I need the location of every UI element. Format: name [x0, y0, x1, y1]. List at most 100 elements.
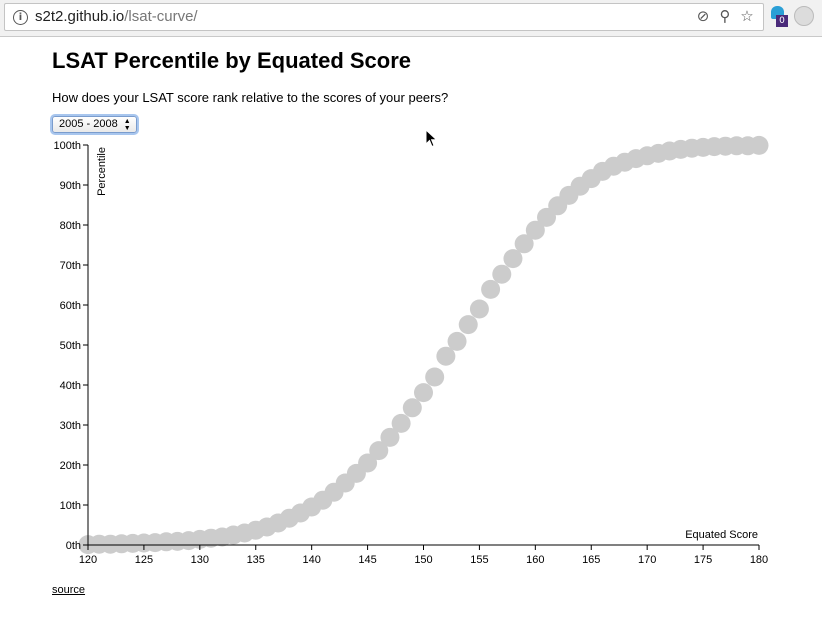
- data-point[interactable]: [548, 196, 568, 216]
- data-point[interactable]: [615, 152, 635, 172]
- extensions-area: 0: [770, 6, 814, 27]
- x-tick-label: 135: [247, 554, 265, 566]
- data-point[interactable]: [637, 146, 657, 166]
- data-point[interactable]: [648, 143, 668, 163]
- y-tick-label: 80th: [60, 220, 81, 232]
- data-point[interactable]: [358, 453, 378, 473]
- data-point[interactable]: [660, 141, 680, 161]
- data-point[interactable]: [469, 299, 489, 319]
- x-tick-label: 145: [358, 554, 376, 566]
- data-point[interactable]: [123, 533, 143, 553]
- data-point[interactable]: [112, 534, 132, 554]
- x-tick-label: 140: [302, 554, 320, 566]
- data-point[interactable]: [492, 264, 512, 284]
- data-point[interactable]: [436, 346, 456, 366]
- data-point[interactable]: [212, 527, 232, 547]
- data-point[interactable]: [167, 531, 187, 551]
- data-point[interactable]: [738, 136, 758, 156]
- y-tick-label: 70th: [60, 260, 81, 272]
- data-point[interactable]: [190, 529, 210, 549]
- data-point[interactable]: [134, 533, 154, 553]
- data-point[interactable]: [380, 427, 400, 447]
- info-icon[interactable]: i: [13, 10, 28, 25]
- y-tick-label: 50th: [60, 340, 81, 352]
- x-tick-label: 120: [79, 554, 97, 566]
- data-point[interactable]: [402, 398, 422, 418]
- omnibox-actions: ⊘ ⚲ ☆: [695, 7, 755, 25]
- page-title: LSAT Percentile by Equated Score: [52, 48, 412, 73]
- extension-badge: 0: [776, 15, 788, 27]
- data-point[interactable]: [481, 279, 501, 299]
- source-link[interactable]: source: [52, 584, 86, 596]
- data-point[interactable]: [671, 139, 691, 159]
- data-point[interactable]: [324, 482, 344, 502]
- data-point[interactable]: [268, 513, 288, 533]
- data-point[interactable]: [503, 249, 523, 269]
- data-point[interactable]: [145, 533, 165, 553]
- page-subtitle: How does your LSAT score rank relative t…: [52, 90, 449, 105]
- ghostery-extension-icon[interactable]: 0: [770, 6, 788, 27]
- data-point[interactable]: [682, 138, 702, 158]
- y-tick-label: 40th: [60, 380, 81, 392]
- data-point[interactable]: [727, 136, 747, 156]
- x-tick-label: 155: [470, 554, 488, 566]
- data-point[interactable]: [78, 535, 98, 555]
- data-point[interactable]: [537, 207, 557, 227]
- data-point[interactable]: [425, 367, 445, 387]
- data-point[interactable]: [313, 490, 333, 510]
- year-range-select[interactable]: 2005 - 2008 ▲ ▼: [52, 116, 137, 133]
- data-point[interactable]: [559, 185, 579, 205]
- data-point[interactable]: [592, 161, 612, 181]
- year-range-select-value: 2005 - 2008: [59, 118, 118, 130]
- y-tick-label: 30th: [60, 420, 81, 432]
- data-point[interactable]: [156, 532, 176, 552]
- blocked-content-icon[interactable]: ⊘: [696, 7, 710, 25]
- data-point[interactable]: [369, 441, 389, 461]
- bookmark-star-icon[interactable]: ☆: [740, 7, 754, 25]
- url-text[interactable]: s2t2.github.io/lsat-curve/: [35, 8, 198, 25]
- data-point[interactable]: [279, 508, 299, 528]
- x-tick-label: 125: [135, 554, 153, 566]
- data-point[interactable]: [626, 149, 646, 169]
- extension-icon[interactable]: [794, 6, 814, 26]
- data-point[interactable]: [179, 531, 199, 551]
- data-point[interactable]: [89, 534, 109, 554]
- x-axis-label: Equated Score: [685, 529, 758, 541]
- data-point[interactable]: [100, 534, 120, 554]
- data-point[interactable]: [246, 520, 266, 540]
- data-point[interactable]: [391, 413, 411, 433]
- data-point[interactable]: [704, 137, 724, 157]
- chart-axes: 0th 10th 20th 30th 40th 50th 60th 70th 80th 90th 1…: [53, 140, 768, 566]
- y-axis-label: Percentile: [96, 147, 108, 196]
- data-point[interactable]: [335, 473, 355, 493]
- data-point[interactable]: [458, 315, 478, 335]
- data-point[interactable]: [525, 220, 545, 240]
- address-bar[interactable]: i s2t2.github.io/lsat-curve/ ⊘ ⚲ ☆: [4, 3, 764, 31]
- x-tick-label: 165: [582, 554, 600, 566]
- data-point[interactable]: [414, 383, 433, 403]
- browser-toolbar: i s2t2.github.io/lsat-curve/ ⊘ ⚲ ☆ 0: [0, 0, 822, 37]
- data-point[interactable]: [749, 135, 769, 155]
- data-point[interactable]: [447, 331, 467, 351]
- y-tick-label: 100th: [53, 140, 81, 152]
- data-point[interactable]: [223, 525, 243, 545]
- x-tick-label: 170: [638, 554, 656, 566]
- data-point[interactable]: [235, 523, 255, 543]
- data-point[interactable]: [257, 517, 277, 537]
- select-arrows-icon: ▲ ▼: [123, 117, 131, 132]
- x-tick-label: 150: [414, 554, 432, 566]
- data-point[interactable]: [570, 176, 590, 196]
- data-point[interactable]: [302, 497, 322, 517]
- zoom-icon[interactable]: ⚲: [719, 7, 731, 25]
- y-tick-label: 10th: [60, 500, 81, 512]
- data-point[interactable]: [581, 169, 601, 189]
- data-point[interactable]: [693, 137, 713, 157]
- data-point[interactable]: [201, 528, 221, 548]
- mouse-cursor-icon: [425, 129, 438, 148]
- data-point[interactable]: [715, 136, 735, 156]
- data-point[interactable]: [514, 234, 534, 254]
- x-tick-label: 175: [694, 554, 712, 566]
- data-point[interactable]: [290, 503, 310, 523]
- data-point[interactable]: [604, 156, 624, 176]
- data-point[interactable]: [346, 463, 366, 483]
